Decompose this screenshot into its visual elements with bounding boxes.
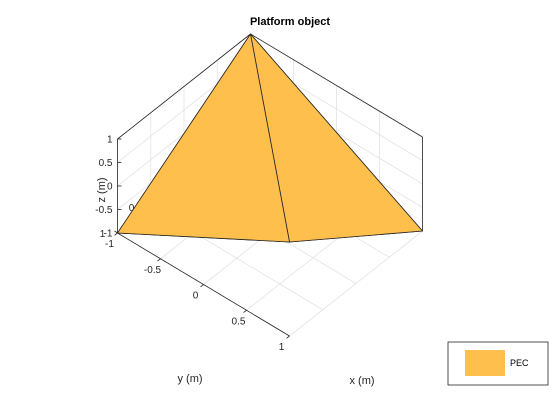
x-tick <box>243 309 247 313</box>
x-axis-label: x (m) <box>349 375 374 387</box>
y-tick-label: 1 <box>100 229 106 240</box>
platform-surface <box>117 33 423 243</box>
legend-swatch-pec <box>465 350 505 376</box>
chart-title: Platform object <box>250 16 330 28</box>
box-edge <box>250 33 423 138</box>
box-edge <box>117 33 251 140</box>
x-tick-label: -0.5 <box>144 265 162 276</box>
y-axis-label: y (m) <box>177 373 202 385</box>
z-tick-label: 0.5 <box>99 158 113 169</box>
x-tick <box>200 284 204 288</box>
x-tick-label: 0 <box>193 291 199 302</box>
z-axis-label: z (m) <box>96 177 108 202</box>
y-tick <box>114 230 118 234</box>
grid-line-floor-x <box>289 230 423 337</box>
z-tick-label: -0.5 <box>95 205 113 216</box>
x-tick-label: 1 <box>279 342 285 353</box>
x-tick-label: -1 <box>105 239 114 250</box>
legend: PEC <box>447 341 549 386</box>
x-tick <box>114 232 118 236</box>
x-tick-label: 0.5 <box>232 316 246 327</box>
z-tick-label: 0 <box>107 182 113 193</box>
z-tick-label: 1 <box>107 135 113 146</box>
surface-face <box>117 33 290 243</box>
x-tick <box>286 335 290 339</box>
x-tick <box>157 258 161 262</box>
legend-label-pec: PEC <box>510 358 529 368</box>
z-tick-label: -1 <box>104 229 113 240</box>
